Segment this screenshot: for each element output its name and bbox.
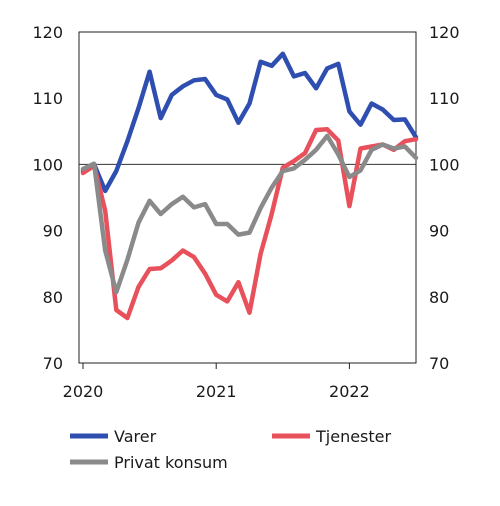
legend: Varer Tjenester Privat konsum — [70, 427, 392, 472]
legend-label-tjenester: Tjenester — [315, 427, 392, 446]
y-tick-label-right: 100 — [429, 155, 460, 174]
plot-frame — [78, 31, 417, 364]
legend-label-varer: Varer — [114, 427, 157, 446]
x-axis: 2020 2021 2022 — [63, 363, 370, 401]
series-line-tjenester — [80, 127, 419, 321]
y-tick-label-left: 80 — [43, 288, 63, 307]
series-lines — [80, 51, 419, 321]
series-line-privat-konsum — [80, 133, 419, 295]
plot-area-border — [78, 31, 417, 364]
y-tick-label-left: 70 — [43, 354, 63, 373]
y-tick-label-right: 70 — [429, 354, 449, 373]
y-axis-right: 70 80 90 100 110 120 — [429, 23, 460, 373]
y-tick-label-left: 110 — [32, 89, 63, 108]
y-tick-label-left: 120 — [32, 23, 63, 42]
y-tick-label-left: 90 — [43, 222, 63, 241]
series-line-varer — [80, 51, 419, 194]
y-tick-label-right: 90 — [429, 222, 449, 241]
legend-label-privat-konsum: Privat konsum — [114, 453, 228, 472]
y-tick-label-left: 100 — [32, 155, 63, 174]
x-tick-label: 2020 — [63, 382, 104, 401]
y-tick-label-right: 110 — [429, 89, 460, 108]
x-tick-label: 2022 — [329, 382, 370, 401]
y-tick-label-right: 120 — [429, 23, 460, 42]
y-tick-label-right: 80 — [429, 288, 449, 307]
y-axis-left: 70 80 90 100 110 120 — [32, 23, 63, 373]
x-tick-label: 2021 — [196, 382, 237, 401]
